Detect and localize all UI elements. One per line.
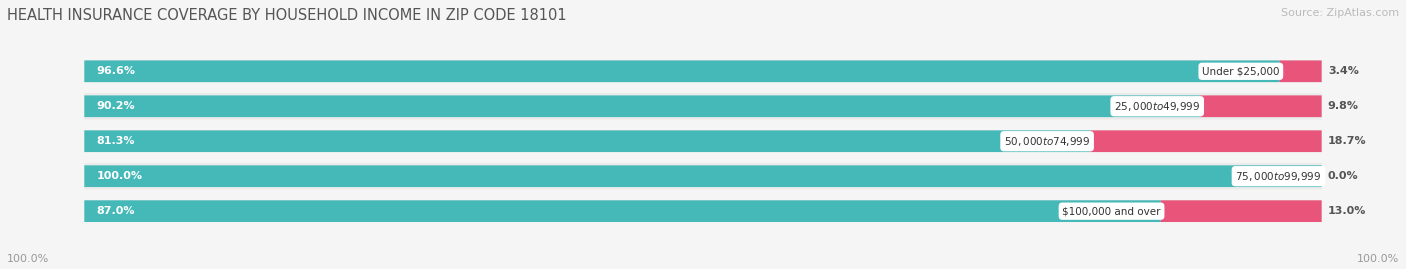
FancyBboxPatch shape [84, 93, 1322, 119]
FancyBboxPatch shape [84, 95, 1322, 117]
Text: $25,000 to $49,999: $25,000 to $49,999 [1114, 100, 1201, 113]
Text: 0.0%: 0.0% [1327, 171, 1358, 181]
FancyBboxPatch shape [1161, 200, 1322, 222]
FancyBboxPatch shape [84, 58, 1322, 84]
Text: Under $25,000: Under $25,000 [1202, 66, 1279, 76]
FancyBboxPatch shape [1090, 130, 1322, 152]
FancyBboxPatch shape [84, 165, 1322, 187]
FancyBboxPatch shape [84, 165, 1322, 187]
Text: 96.6%: 96.6% [97, 66, 136, 76]
FancyBboxPatch shape [84, 61, 1322, 82]
Text: $50,000 to $74,999: $50,000 to $74,999 [1004, 135, 1090, 148]
Text: Source: ZipAtlas.com: Source: ZipAtlas.com [1281, 8, 1399, 18]
Text: 100.0%: 100.0% [97, 171, 143, 181]
FancyBboxPatch shape [84, 130, 1090, 152]
Text: 18.7%: 18.7% [1327, 136, 1367, 146]
FancyBboxPatch shape [84, 198, 1322, 224]
Text: 87.0%: 87.0% [97, 206, 135, 216]
FancyBboxPatch shape [84, 95, 1201, 117]
Text: 9.8%: 9.8% [1327, 101, 1358, 111]
Text: HEALTH INSURANCE COVERAGE BY HOUSEHOLD INCOME IN ZIP CODE 18101: HEALTH INSURANCE COVERAGE BY HOUSEHOLD I… [7, 8, 567, 23]
Text: 81.3%: 81.3% [97, 136, 135, 146]
Text: $100,000 and over: $100,000 and over [1063, 206, 1161, 216]
Text: 90.2%: 90.2% [97, 101, 135, 111]
FancyBboxPatch shape [1201, 95, 1322, 117]
Text: 100.0%: 100.0% [1357, 254, 1399, 264]
Text: 100.0%: 100.0% [7, 254, 49, 264]
Text: 13.0%: 13.0% [1327, 206, 1367, 216]
Text: 3.4%: 3.4% [1327, 66, 1358, 76]
FancyBboxPatch shape [1279, 61, 1322, 82]
FancyBboxPatch shape [84, 128, 1322, 154]
FancyBboxPatch shape [84, 130, 1322, 152]
FancyBboxPatch shape [84, 163, 1322, 189]
FancyBboxPatch shape [84, 200, 1322, 222]
FancyBboxPatch shape [84, 61, 1279, 82]
Text: $75,000 to $99,999: $75,000 to $99,999 [1236, 170, 1322, 183]
FancyBboxPatch shape [84, 200, 1161, 222]
